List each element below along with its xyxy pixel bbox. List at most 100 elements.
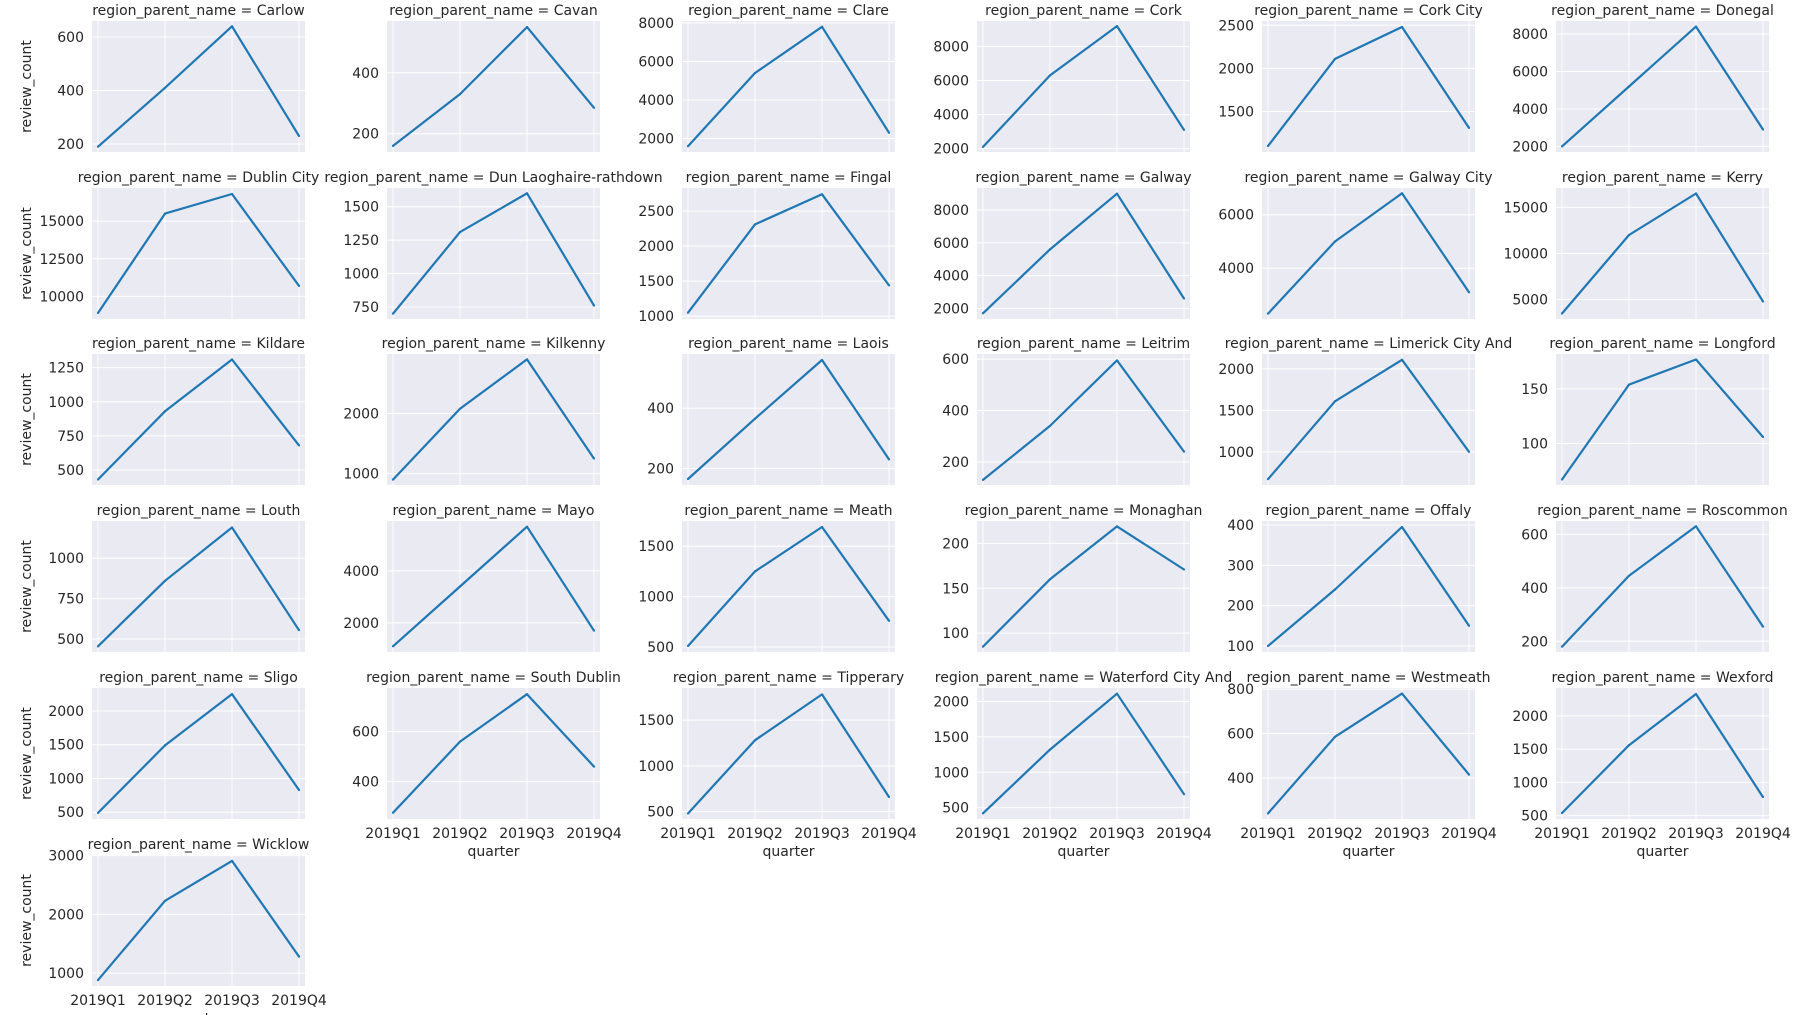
- y-tick-label: 4000: [1512, 102, 1548, 118]
- data-point: [592, 629, 596, 632]
- y-tick-label: 2000: [1218, 61, 1254, 77]
- data-point: [297, 788, 301, 792]
- y-tick-label: 750: [352, 300, 379, 316]
- y-tick-label: 2000: [638, 132, 674, 148]
- data-point: [686, 145, 690, 148]
- y-tick-label: 1000: [638, 309, 674, 325]
- data-point: [753, 570, 757, 573]
- panel-background: [92, 188, 305, 319]
- data-point: [1627, 85, 1631, 88]
- panel-background: [1262, 521, 1475, 652]
- y-tick-label: 1500: [933, 730, 969, 746]
- y-tick-label: 2000: [1218, 362, 1254, 378]
- y-tick-label: 1500: [48, 738, 84, 754]
- data-point: [525, 192, 529, 195]
- panel-background: [92, 354, 305, 485]
- y-tick-label: 100: [1521, 437, 1548, 453]
- y-tick-label: 200: [1521, 634, 1548, 650]
- series-line: [392, 26, 595, 147]
- data-point: [230, 358, 234, 361]
- data-point: [1048, 74, 1052, 77]
- y-tick-label: 200: [57, 137, 84, 153]
- data-point: [1627, 744, 1631, 747]
- data-point: [391, 312, 395, 315]
- data-point: [163, 86, 167, 89]
- facet-title: region_parent_name = Offaly: [1266, 503, 1472, 519]
- data-point: [753, 223, 757, 226]
- x-axis-label: quarter: [468, 844, 520, 860]
- series-line: [687, 193, 890, 314]
- data-point: [163, 899, 167, 902]
- panel-background: [977, 521, 1190, 652]
- x-tick-label: 2019Q3: [1374, 826, 1430, 842]
- data-point: [96, 979, 100, 982]
- data-point: [1115, 692, 1119, 695]
- data-point: [525, 358, 529, 361]
- series-line: [392, 693, 595, 814]
- data-point: [458, 585, 462, 588]
- data-point: [686, 311, 690, 314]
- facet-title: region_parent_name = Cavan: [389, 3, 598, 19]
- y-tick-label: 1500: [343, 200, 379, 216]
- data-point: [96, 645, 100, 648]
- y-tick-label: 2000: [933, 301, 969, 317]
- data-point: [981, 812, 985, 815]
- y-tick-label: 8000: [933, 203, 969, 219]
- y-tick-label: 2500: [638, 204, 674, 220]
- data-point: [1266, 478, 1270, 481]
- facet-title: region_parent_name = Donegal: [1551, 3, 1774, 19]
- data-point: [1115, 359, 1119, 362]
- y-tick-label: 2000: [1512, 139, 1548, 155]
- data-point: [1333, 588, 1337, 591]
- panel-background: [977, 354, 1190, 485]
- x-tick-label: 2019Q1: [70, 993, 126, 1009]
- y-tick-label: 1000: [343, 267, 379, 283]
- y-tick-label: 400: [352, 66, 379, 82]
- data-point: [1048, 248, 1052, 251]
- data-point: [525, 693, 529, 696]
- panel-background: [387, 354, 600, 485]
- y-tick-label: 100: [942, 626, 969, 642]
- y-tick-label: 400: [942, 404, 969, 420]
- y-tick-label: 2000: [343, 616, 379, 632]
- y-tick-label: 4000: [933, 269, 969, 285]
- data-point: [592, 106, 596, 109]
- y-tick-label: 1500: [1218, 104, 1254, 120]
- y-tick-label: 100: [1227, 639, 1254, 655]
- data-point: [753, 739, 757, 742]
- y-tick-label: 400: [1521, 581, 1548, 597]
- panel-background: [977, 21, 1190, 152]
- y-tick-label: 400: [352, 775, 379, 791]
- data-point: [1182, 793, 1186, 796]
- y-tick-label: 200: [647, 461, 674, 477]
- data-point: [230, 192, 234, 196]
- x-tick-label: 2019Q3: [204, 993, 260, 1009]
- panel-background: [1262, 188, 1475, 319]
- series-line: [1561, 192, 1764, 315]
- data-point: [820, 358, 824, 362]
- y-tick-label: 1000: [638, 590, 674, 606]
- data-point: [592, 765, 596, 768]
- y-tick-label: 500: [1521, 809, 1548, 825]
- x-tick-label: 2019Q4: [1441, 826, 1497, 842]
- data-point: [1266, 312, 1270, 315]
- series-line: [687, 358, 890, 480]
- x-tick-label: 2019Q2: [1022, 826, 1078, 842]
- data-point: [1048, 424, 1052, 428]
- x-axis-label: quarter: [1637, 844, 1689, 860]
- y-tick-label: 400: [57, 84, 84, 100]
- series-line: [1267, 358, 1470, 480]
- data-point: [1560, 312, 1564, 315]
- data-point: [1761, 300, 1765, 303]
- x-tick-label: 2019Q4: [1735, 826, 1791, 842]
- y-tick-label: 800: [1227, 682, 1254, 698]
- y-tick-label: 500: [57, 463, 84, 479]
- y-tick-label: 2000: [48, 907, 84, 923]
- x-axis-label: quarter: [763, 844, 815, 860]
- series-line: [982, 359, 1185, 481]
- facet-title: region_parent_name = Meath: [684, 503, 892, 519]
- data-point: [391, 811, 395, 814]
- y-tick-label: 1000: [48, 551, 84, 567]
- data-point: [820, 193, 824, 196]
- data-point: [1266, 144, 1270, 148]
